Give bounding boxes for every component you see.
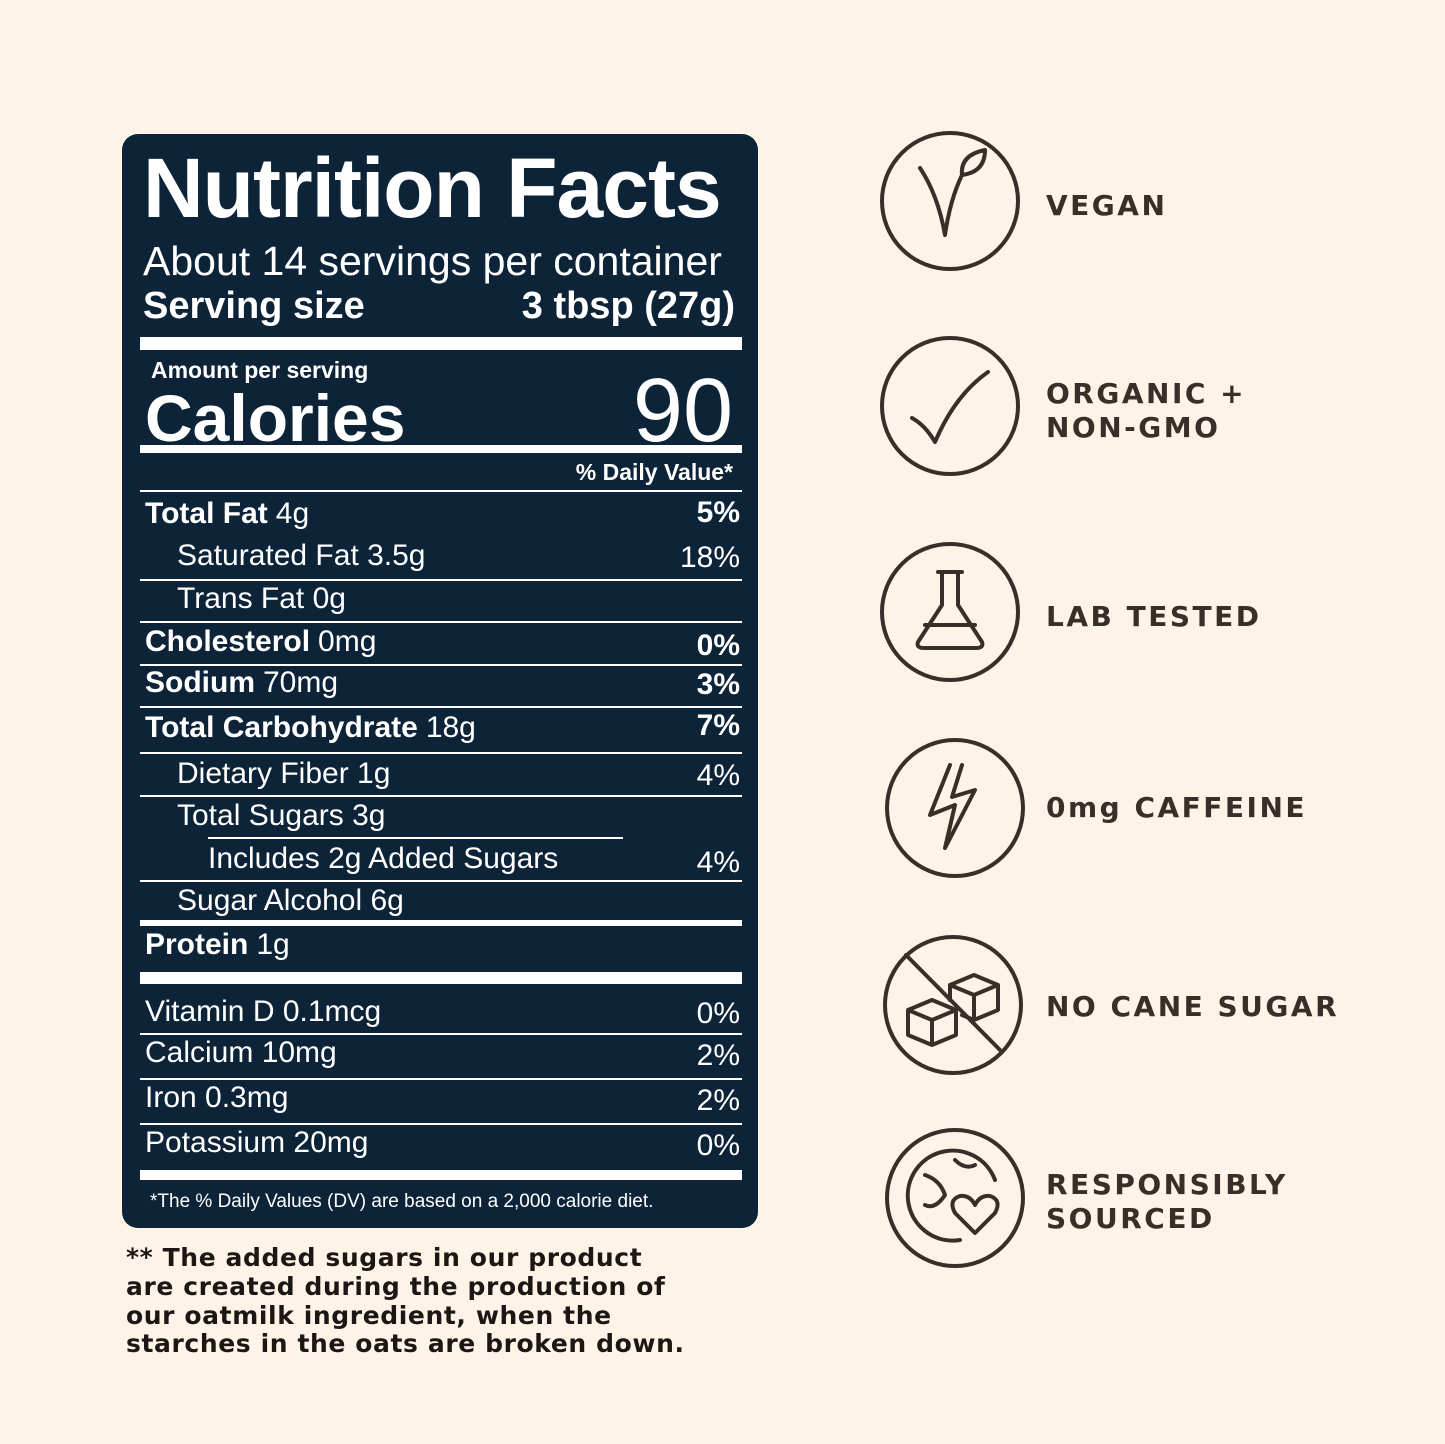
dv-header: % Daily Value*: [575, 459, 733, 485]
divider: [140, 880, 742, 882]
divider: [140, 579, 742, 581]
divider: [140, 706, 742, 708]
nutrient-amount: 1g: [256, 928, 290, 961]
calories-label: Calories: [145, 381, 406, 455]
divider: [140, 445, 742, 453]
cube-icon: [906, 998, 958, 1047]
divider: [140, 490, 742, 492]
nutrient-amount: 18g: [425, 711, 476, 744]
heart-icon: [950, 1193, 1000, 1235]
badge-line: 0mg CAFFEINE: [1046, 791, 1308, 824]
footnote: *The % Daily Values (DV) are based on a …: [150, 1191, 654, 1212]
vegan-leaf: [959, 148, 987, 177]
nutrient-row: Total Fat 4g: [145, 499, 309, 529]
nutrient-amount: 70mg: [263, 666, 339, 699]
nutrient-row: Vitamin D 0.1mcg: [145, 995, 382, 1028]
panel-title: Nutrition Facts: [143, 141, 722, 235]
note-line: are created during the production of: [126, 1272, 666, 1301]
badge-circle: [880, 131, 1020, 271]
divider: [140, 920, 742, 926]
badge-label: RESPONSIBLY SOURCED: [1046, 1168, 1288, 1236]
daily-value: 18%: [679, 541, 740, 574]
badge-circle: [883, 935, 1023, 1075]
cube-icon: [948, 973, 1000, 1022]
daily-value: 4%: [696, 759, 740, 792]
nutrient-row: Sugar Alcohol 6g: [177, 884, 404, 917]
divider: [140, 621, 742, 623]
badge-label: 0mg CAFFEINE: [1046, 791, 1307, 825]
daily-value: 0%: [696, 997, 740, 1030]
vegan-icon: [918, 166, 964, 237]
badge-line: NON-GMO: [1046, 411, 1221, 444]
check-icon: [910, 370, 990, 444]
divider: [140, 664, 742, 666]
nutrient-row: Saturated Fat 3.5g: [177, 539, 426, 572]
globe-icon: [905, 1148, 997, 1243]
divider: [140, 1078, 742, 1080]
daily-value: 0%: [696, 1129, 740, 1162]
badge-line: ORGANIC +: [1046, 377, 1247, 410]
slash-icon: [904, 953, 1002, 1052]
serving-size-label: Serving size: [143, 285, 365, 327]
badge-circle: [880, 336, 1020, 476]
note-line: starches in the oats are broken down.: [126, 1329, 685, 1358]
daily-value: 5%: [696, 496, 740, 529]
nutrient-row: Includes 2g Added Sugars: [208, 842, 559, 875]
badge-label: VEGAN: [1046, 189, 1167, 223]
nutrient-row: Trans Fat 0g: [177, 582, 346, 615]
daily-value: 2%: [696, 1039, 740, 1072]
note-line: ** The added sugars in our product: [126, 1243, 643, 1272]
daily-value: 4%: [696, 846, 740, 879]
nutrient-name: Sodium: [145, 666, 255, 699]
badge-circle: [885, 1128, 1025, 1268]
divider: [140, 1123, 742, 1125]
divider: [140, 795, 742, 797]
daily-value: 7%: [696, 709, 740, 742]
nutrient-amount: 4g: [275, 497, 310, 530]
nutrient-row: Sodium 70mg: [145, 668, 338, 698]
divider: [140, 1170, 742, 1180]
calories-value: 90: [632, 361, 733, 461]
note-line: our oatmilk ingredient, when the: [126, 1301, 612, 1330]
badge-circle: [885, 738, 1025, 878]
badge-line: LAB TESTED: [1046, 600, 1262, 633]
badge-circle: [880, 542, 1020, 682]
daily-value: 3%: [696, 668, 740, 701]
badge-label: NO CANE SUGAR: [1046, 990, 1339, 1024]
nutrient-row: Cholesterol 0mg: [145, 627, 376, 657]
nutrient-amount: 0mg: [318, 625, 377, 658]
nutrient-row: Dietary Fiber 1g: [177, 757, 391, 790]
badge-line: NO CANE SUGAR: [1046, 990, 1340, 1023]
badge-label: LAB TESTED: [1046, 600, 1261, 634]
divider: [140, 972, 742, 984]
nutrient-row: Total Carbohydrate 18g: [145, 713, 476, 743]
divider: [140, 1033, 742, 1035]
badge-line: RESPONSIBLY: [1046, 1168, 1288, 1201]
servings: About 14 servings per container: [143, 238, 722, 284]
nutrition-panel: [122, 134, 758, 1228]
daily-value: 0%: [696, 629, 740, 662]
daily-value: 2%: [696, 1084, 740, 1117]
nutrient-row: Iron 0.3mg: [145, 1081, 289, 1114]
nutrient-name: Total Fat: [145, 497, 268, 530]
nutrient-row: Total Sugars 3g: [177, 799, 386, 832]
nutrient-name: Total Carbohydrate: [145, 711, 418, 744]
lightning-icon: [928, 763, 977, 850]
nutrient-row: Potassium 20mg: [145, 1126, 369, 1159]
nutrient-name: Protein: [145, 928, 249, 961]
nutrient-row: Calcium 10mg: [145, 1036, 337, 1069]
nutrient-name: Cholesterol: [145, 625, 311, 658]
badge-line: VEGAN: [1046, 189, 1168, 222]
nutrient-row: Protein 1g: [145, 930, 290, 960]
badge-line: SOURCED: [1046, 1202, 1215, 1235]
badge-label: ORGANIC + NON-GMO: [1046, 377, 1246, 445]
amount-per-serving: Amount per serving: [151, 357, 369, 383]
divider: [208, 837, 623, 839]
divider: [140, 337, 742, 350]
serving-size-value: 3 tbsp (27g): [521, 285, 735, 327]
divider: [140, 752, 742, 754]
flask-icon: [915, 570, 985, 650]
